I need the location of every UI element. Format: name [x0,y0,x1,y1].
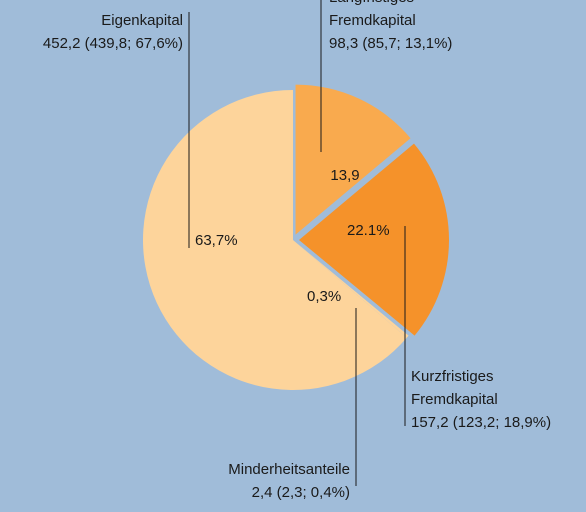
pie-slice [142,90,407,390]
pie-slice [298,143,449,336]
category-label: Fremdkapital [411,391,498,408]
value-label: 13,9 [330,167,359,184]
category-label: Langfristiges [329,0,414,6]
value-label: 63,7% [195,232,238,249]
value-label: 0,3% [307,288,341,305]
category-label: Eigenkapital [101,12,183,29]
pie-slice [293,240,409,338]
pie-slice [295,84,411,235]
detail-label: 2,4 (2,3; 0,4%) [252,484,350,501]
detail-label: 452,2 (439,8; 67,6%) [43,35,183,52]
category-label: Minderheitsanteile [228,461,350,478]
detail-label: 157,2 (123,2; 18,9%) [411,414,551,431]
category-label: Fremdkapital [329,12,416,29]
detail-label: 98,3 (85,7; 13,1%) [329,35,452,52]
value-label: 22.1% [347,222,390,239]
category-label: Kurzfristiges [411,368,494,385]
